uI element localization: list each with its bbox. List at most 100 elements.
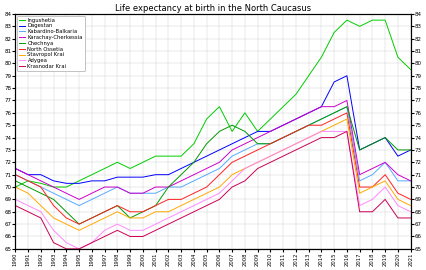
- North Ossetia: [51, 204, 56, 207]
- Dagestan: [178, 167, 184, 170]
- Chechnya: [319, 117, 324, 121]
- Dagestan: [204, 154, 209, 158]
- Karachay-Cherkessia: [13, 167, 18, 170]
- Dagestan: [102, 179, 107, 183]
- Kabardino-Balkaria: [38, 185, 43, 189]
- Krasnodar Krai: [26, 210, 31, 213]
- Adygea: [294, 142, 299, 145]
- Dagestan: [268, 130, 273, 133]
- Dagestan: [294, 117, 299, 121]
- Kabardino-Balkaria: [217, 167, 222, 170]
- Kabardino-Balkaria: [408, 179, 413, 183]
- Kabardino-Balkaria: [370, 173, 375, 176]
- Adygea: [166, 216, 171, 220]
- Dagestan: [77, 182, 82, 185]
- Dagestan: [306, 111, 311, 114]
- North Ossetia: [230, 161, 235, 164]
- Krasnodar Krai: [242, 179, 248, 183]
- Chechnya: [395, 148, 400, 151]
- Line: Adygea: Adygea: [15, 131, 411, 249]
- Karachay-Cherkessia: [102, 185, 107, 189]
- Ingushetia: [13, 185, 18, 189]
- Chechnya: [64, 210, 69, 213]
- Chechnya: [115, 204, 120, 207]
- Stavropol Krai: [191, 198, 196, 201]
- Chechnya: [51, 198, 56, 201]
- North Ossetia: [319, 124, 324, 127]
- North Ossetia: [115, 204, 120, 207]
- North Ossetia: [13, 173, 18, 176]
- Krasnodar Krai: [38, 216, 43, 220]
- Karachay-Cherkessia: [115, 185, 120, 189]
- Stavropol Krai: [408, 204, 413, 207]
- Ingushetia: [77, 179, 82, 183]
- North Ossetia: [26, 179, 31, 183]
- Adygea: [102, 229, 107, 232]
- Ingushetia: [153, 154, 158, 158]
- Karachay-Cherkessia: [204, 167, 209, 170]
- Adygea: [204, 198, 209, 201]
- Stavropol Krai: [395, 198, 400, 201]
- Chechnya: [102, 210, 107, 213]
- Stavropol Krai: [178, 204, 184, 207]
- Kabardino-Balkaria: [242, 148, 248, 151]
- Karachay-Cherkessia: [255, 136, 260, 139]
- Kabardino-Balkaria: [51, 192, 56, 195]
- Ingushetia: [204, 117, 209, 121]
- Ingushetia: [306, 74, 311, 77]
- Kabardino-Balkaria: [319, 117, 324, 121]
- Krasnodar Krai: [331, 136, 337, 139]
- Karachay-Cherkessia: [140, 192, 145, 195]
- Dagestan: [51, 179, 56, 183]
- Ingushetia: [64, 185, 69, 189]
- Chechnya: [153, 204, 158, 207]
- Chechnya: [178, 173, 184, 176]
- Line: Dagestan: Dagestan: [15, 76, 411, 183]
- North Ossetia: [408, 198, 413, 201]
- Stavropol Krai: [281, 148, 286, 151]
- Ingushetia: [319, 56, 324, 59]
- Krasnodar Krai: [357, 210, 362, 213]
- Dagestan: [242, 136, 248, 139]
- Karachay-Cherkessia: [370, 167, 375, 170]
- Ingushetia: [51, 185, 56, 189]
- North Ossetia: [242, 154, 248, 158]
- Kabardino-Balkaria: [166, 185, 171, 189]
- Krasnodar Krai: [268, 161, 273, 164]
- Chechnya: [281, 136, 286, 139]
- Chechnya: [344, 105, 349, 108]
- Stavropol Krai: [294, 142, 299, 145]
- Stavropol Krai: [64, 222, 69, 226]
- Adygea: [357, 204, 362, 207]
- Ingushetia: [191, 142, 196, 145]
- Krasnodar Krai: [217, 198, 222, 201]
- Dagestan: [319, 105, 324, 108]
- Dagestan: [140, 176, 145, 179]
- Stavropol Krai: [166, 210, 171, 213]
- North Ossetia: [127, 210, 132, 213]
- Karachay-Cherkessia: [178, 179, 184, 183]
- Stavropol Krai: [255, 161, 260, 164]
- Dagestan: [383, 136, 388, 139]
- North Ossetia: [38, 185, 43, 189]
- Kabardino-Balkaria: [268, 142, 273, 145]
- Karachay-Cherkessia: [217, 161, 222, 164]
- Krasnodar Krai: [89, 241, 95, 244]
- North Ossetia: [331, 117, 337, 121]
- North Ossetia: [153, 204, 158, 207]
- Chechnya: [89, 216, 95, 220]
- Kabardino-Balkaria: [294, 130, 299, 133]
- North Ossetia: [89, 216, 95, 220]
- North Ossetia: [102, 210, 107, 213]
- Line: Chechnya: Chechnya: [15, 107, 411, 224]
- Ingushetia: [166, 154, 171, 158]
- Ingushetia: [294, 93, 299, 96]
- Krasnodar Krai: [383, 198, 388, 201]
- Stavropol Krai: [38, 204, 43, 207]
- Chechnya: [255, 142, 260, 145]
- Dagestan: [38, 173, 43, 176]
- Chechnya: [306, 124, 311, 127]
- North Ossetia: [166, 198, 171, 201]
- Kabardino-Balkaria: [306, 124, 311, 127]
- Ingushetia: [217, 105, 222, 108]
